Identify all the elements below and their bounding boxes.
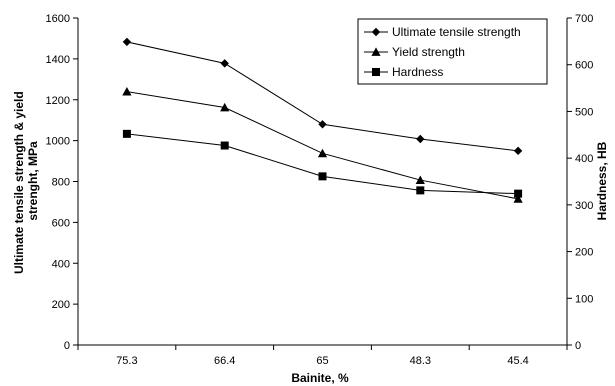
data-point [415, 175, 425, 184]
left-tick-label: 1200 [46, 95, 70, 107]
data-point [513, 194, 523, 203]
data-point [220, 59, 229, 68]
left-tick-label: 1000 [46, 136, 70, 148]
data-point [122, 86, 132, 96]
x-axis: 75.3 66.4 65 48.3 45.4 [77, 345, 568, 367]
series-3 [122, 129, 523, 198]
series-line [126, 91, 519, 200]
left-tick-label: 0 [64, 340, 70, 352]
left-axis-title-line-1: Ultimate tensile strength & yield [12, 91, 26, 274]
x-tick-label: 45.4 [507, 355, 528, 367]
x-axis-title: Bainite, % [291, 371, 349, 385]
data-point [416, 134, 425, 144]
right-axis: 0 100 200 300 400 500 600 700 [567, 13, 593, 352]
left-axis-title-line-2: strenght, MPa [26, 141, 40, 221]
left-tick-label: 400 [52, 258, 70, 270]
left-axis: 0 200 400 600 800 1000 1200 1400 1600 [46, 13, 78, 352]
data-point [416, 186, 425, 195]
legend-entry: Hardness [364, 65, 443, 79]
legend: Ultimate tensile strength Yield strength H… [357, 18, 548, 85]
legend-marker [371, 47, 381, 56]
right-tick-label: 700 [575, 13, 593, 25]
right-tick-label: 600 [575, 60, 593, 72]
right-tick-label: 100 [575, 293, 593, 305]
data-point [513, 146, 523, 156]
data-point [220, 102, 230, 112]
data-point [122, 129, 131, 138]
legend-entry: Yield strength [364, 45, 465, 59]
left-axis-title: Ultimate tensile strength & yield streng… [12, 88, 40, 274]
legend-label: Ultimate tensile strength [392, 25, 521, 39]
data-point [122, 37, 132, 47]
data-point [318, 172, 327, 181]
legend-label: Yield strength [392, 45, 465, 59]
legend-marker [372, 68, 380, 76]
right-tick-label: 500 [575, 106, 593, 118]
legend-entry: Ultimate tensile strength [364, 25, 521, 39]
right-tick-label: 400 [575, 153, 593, 165]
data-point [318, 120, 327, 129]
x-tick-label: 66.4 [214, 355, 235, 367]
data-point [514, 189, 523, 198]
left-tick-label: 600 [52, 217, 70, 229]
data-point [220, 141, 229, 150]
left-tick-label: 800 [52, 177, 70, 189]
x-tick-label: 65 [316, 355, 328, 367]
right-tick-label: 200 [575, 247, 593, 259]
series-2 [122, 86, 523, 203]
legend-marker [371, 27, 381, 37]
left-tick-label: 200 [52, 299, 70, 311]
right-tick-label: 300 [575, 200, 593, 212]
right-tick-label: 0 [575, 340, 581, 352]
legend-label: Hardness [392, 65, 443, 79]
x-tick-label: 48.3 [410, 355, 431, 367]
series-1 [122, 37, 523, 156]
legend-box [357, 18, 548, 85]
x-tick-label: 75.3 [116, 355, 137, 367]
data-point [317, 148, 328, 158]
left-tick-label: 1600 [46, 13, 70, 25]
left-tick-label: 1400 [46, 54, 70, 66]
series-line [126, 133, 519, 195]
right-axis-title: Hardness, HB [595, 141, 609, 220]
series-layer [122, 37, 523, 203]
